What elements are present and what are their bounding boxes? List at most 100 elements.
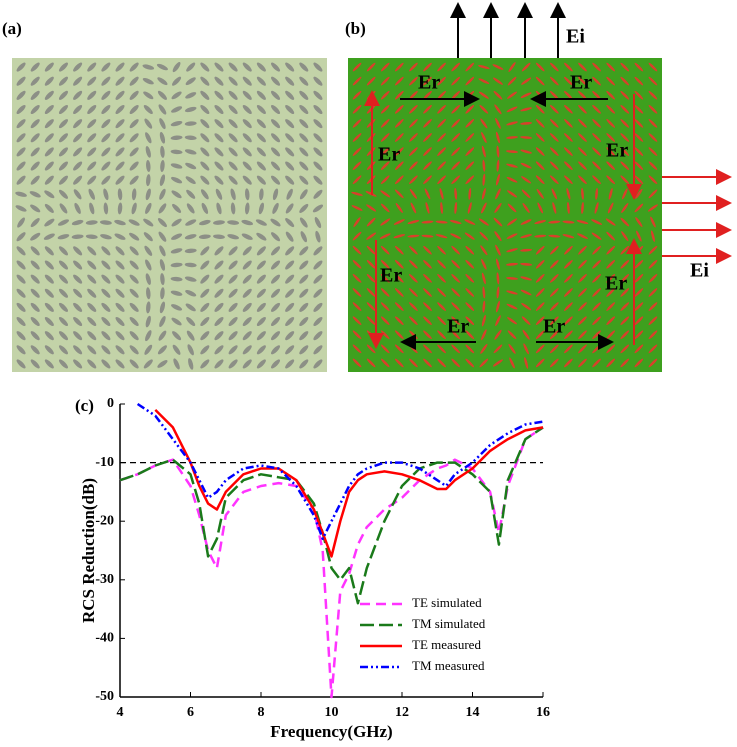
slot [506, 277, 519, 280]
slot [228, 133, 238, 143]
slot [214, 302, 224, 312]
slot [242, 175, 252, 185]
slot [423, 62, 432, 72]
slot [313, 246, 323, 256]
slot [394, 259, 404, 269]
slot [564, 161, 573, 171]
slot [409, 104, 418, 114]
slot [16, 62, 26, 72]
slot [313, 76, 323, 86]
slot [535, 245, 545, 255]
slot [478, 65, 490, 70]
slot [407, 234, 420, 238]
slot [15, 191, 27, 197]
slot [87, 317, 97, 327]
slot [200, 288, 210, 298]
slot [578, 62, 587, 72]
slot [352, 259, 362, 269]
slot [482, 173, 486, 186]
slot [259, 188, 264, 201]
slot [423, 245, 432, 255]
slot [506, 176, 518, 183]
slot [648, 119, 658, 128]
slot [606, 175, 616, 185]
slot [57, 219, 69, 226]
slot [465, 358, 475, 368]
slot [535, 62, 545, 72]
slot [507, 317, 518, 325]
slot [170, 290, 183, 296]
slot [87, 260, 97, 270]
slot [564, 330, 573, 340]
slot [606, 76, 616, 86]
slot [271, 246, 281, 256]
slot [16, 90, 26, 100]
slot [313, 359, 323, 369]
slot [479, 358, 489, 368]
slot [73, 90, 83, 100]
slot [58, 359, 68, 369]
slot [214, 147, 224, 157]
slot [592, 245, 601, 255]
slot [578, 330, 587, 340]
slot [520, 262, 533, 266]
slot [564, 344, 573, 354]
slot [170, 149, 183, 155]
slot [256, 359, 266, 369]
x-tick-label: 6 [187, 705, 194, 720]
slot [103, 202, 109, 215]
slot [129, 119, 139, 129]
slot [592, 259, 601, 269]
slot [299, 119, 309, 129]
slot [634, 302, 644, 311]
slot [313, 274, 323, 284]
slot [156, 63, 168, 71]
slot [242, 161, 252, 171]
slot [535, 259, 545, 269]
slot [648, 62, 658, 72]
slot [115, 246, 125, 256]
series-line [119, 426, 544, 699]
slot [44, 218, 55, 227]
slot [481, 188, 486, 200]
slot [186, 203, 195, 214]
slot [286, 188, 293, 200]
slot [494, 231, 502, 242]
x-tick-label: 10 [325, 705, 339, 720]
slot [214, 345, 224, 355]
slot [620, 90, 630, 100]
slot [451, 175, 461, 185]
slot [549, 330, 559, 340]
slot [606, 316, 616, 326]
slot [73, 133, 83, 143]
slot [578, 344, 587, 354]
slot [352, 231, 362, 241]
slot [212, 234, 225, 239]
slot [395, 202, 403, 213]
slot [299, 90, 309, 100]
slot [44, 62, 54, 72]
slot [258, 202, 265, 215]
slot [272, 188, 279, 201]
metasurface [348, 58, 662, 372]
slot [87, 161, 97, 171]
slot [409, 245, 418, 255]
slot [481, 202, 487, 214]
slot [509, 357, 515, 369]
slot [465, 175, 475, 185]
slot [578, 245, 587, 255]
slot [606, 259, 616, 269]
slot [87, 133, 97, 143]
slot [159, 301, 166, 314]
slot [173, 358, 180, 370]
slot [496, 272, 500, 285]
slot [71, 219, 84, 226]
slot [479, 231, 489, 241]
slot [44, 104, 54, 114]
slot [380, 288, 390, 297]
slot [506, 106, 518, 113]
slot [73, 302, 83, 312]
slot [313, 331, 323, 341]
slot [214, 359, 224, 369]
slot [492, 77, 503, 85]
